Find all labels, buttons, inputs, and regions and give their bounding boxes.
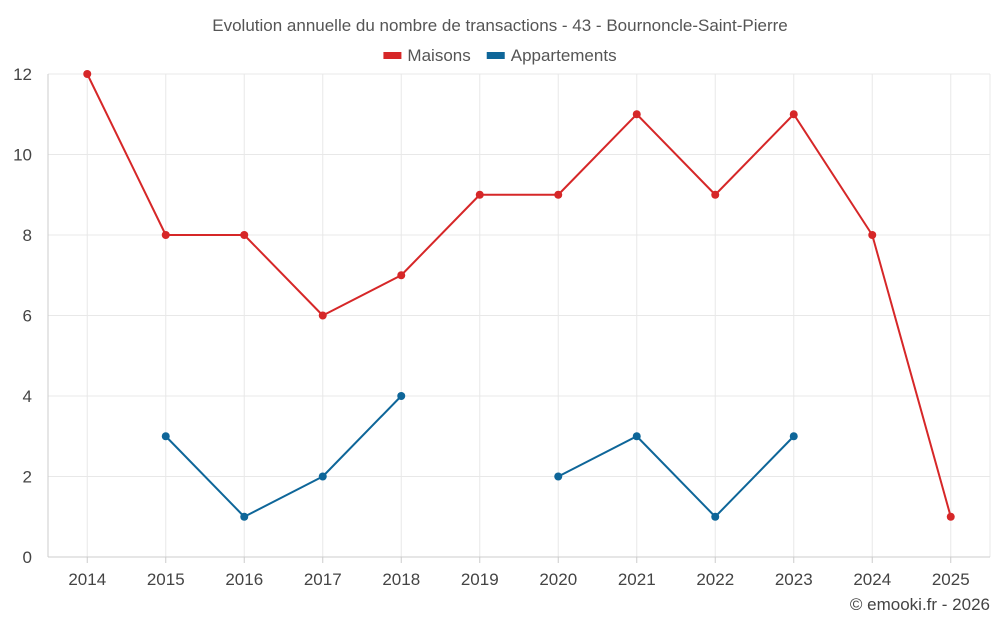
legend-item-appartements: Appartements	[486, 46, 617, 65]
legend-swatch-maisons	[383, 52, 402, 59]
data-point-maisons	[318, 311, 327, 320]
data-point-maisons	[83, 70, 92, 78]
y-tick-label: 10	[13, 146, 32, 165]
y-tick-label: 4	[23, 387, 32, 406]
data-point-appartements	[397, 392, 406, 400]
x-tick-label: 2018	[382, 570, 420, 589]
data-point-appartements	[240, 512, 249, 521]
x-tick-label: 2017	[304, 570, 342, 589]
y-tick-label: 6	[23, 307, 32, 326]
y-tick-label: 8	[23, 226, 32, 245]
x-tick-label: 2025	[932, 570, 970, 589]
x-tick-label: 2022	[696, 570, 734, 589]
legend-label-maisons: Maisons	[407, 46, 470, 65]
legend-label-appartements: Appartements	[511, 46, 617, 65]
data-point-maisons	[161, 231, 170, 239]
data-point-maisons	[946, 512, 955, 521]
data-point-appartements	[554, 472, 563, 481]
series-line-maisons	[86, 73, 952, 518]
data-point-maisons	[868, 231, 877, 239]
x-tick-label: 2014	[68, 570, 106, 589]
y-tick-label: 12	[13, 65, 32, 84]
grid	[48, 73, 991, 557]
data-point-maisons	[397, 271, 406, 280]
x-tick-label: 2023	[775, 570, 813, 589]
x-tick-label: 2015	[147, 570, 185, 589]
x-tick-label: 2016	[225, 570, 263, 589]
series-appartements	[161, 392, 798, 521]
data-point-appartements	[789, 432, 798, 441]
x-tick-label: 2024	[853, 570, 891, 589]
legend: Maisons Appartements	[383, 46, 617, 65]
data-point-maisons	[789, 110, 798, 119]
data-point-appartements	[318, 472, 327, 481]
data-point-maisons	[240, 231, 249, 239]
axes: 0 2 4 6 8 10 12 2014 2015 2016 2017 2018 2019 2020 202…	[13, 65, 990, 589]
legend-swatch-appartements	[486, 52, 505, 59]
series-line-appartements	[165, 395, 402, 518]
y-tick-label: 2	[23, 468, 32, 487]
x-tick-label: 2020	[539, 570, 577, 589]
x-tick-label: 2021	[618, 570, 656, 589]
series-layer	[83, 70, 955, 521]
credit-text: © emooki.fr - 2026	[850, 595, 990, 614]
data-point-maisons	[711, 190, 720, 199]
data-point-appartements	[632, 432, 641, 441]
series-maisons	[83, 70, 955, 521]
data-point-maisons	[554, 190, 563, 199]
data-point-appartements	[161, 432, 170, 441]
series-line-appartements	[557, 435, 795, 518]
y-tick-label: 0	[23, 548, 32, 567]
x-tick-label: 2019	[461, 570, 499, 589]
data-point-maisons	[475, 190, 484, 199]
data-point-maisons	[632, 110, 641, 119]
legend-item-maisons: Maisons	[383, 46, 471, 65]
chart-title: Evolution annuelle du nombre de transact…	[212, 16, 788, 35]
data-point-appartements	[711, 512, 720, 521]
